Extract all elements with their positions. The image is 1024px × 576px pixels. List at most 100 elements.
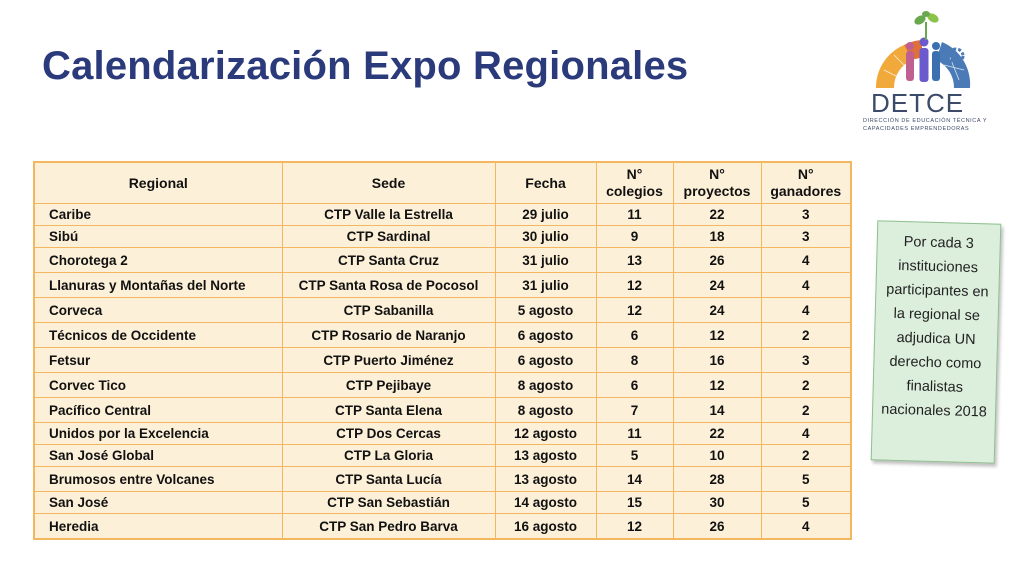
- header-ganadores: N° ganadores: [760, 161, 852, 204]
- cell-fecha: 29 julio: [494, 203, 597, 226]
- cell-regional: Unidos por la Excelencia: [33, 422, 283, 445]
- cell-fecha: 31 julio: [494, 272, 597, 298]
- cell-colegios: 5: [595, 444, 674, 467]
- cell-ganadores: 3: [760, 347, 852, 373]
- cell-regional: Fetsur: [33, 347, 283, 373]
- cell-proyectos: 28: [672, 466, 762, 492]
- cell-ganadores: 3: [760, 203, 852, 226]
- cell-sede: CTP Santa Lucía: [281, 466, 496, 492]
- table-header-row: Regional Sede Fecha N° colegios N° proye…: [33, 161, 852, 204]
- cell-proyectos: 12: [672, 322, 762, 348]
- cell-fecha: 14 agosto: [494, 491, 597, 514]
- cell-colegios: 6: [595, 372, 674, 398]
- header-colegios: N° colegios: [595, 161, 674, 204]
- cell-regional: Corvec Tico: [33, 372, 283, 398]
- cell-proyectos: 22: [672, 203, 762, 226]
- cell-regional: Heredia: [33, 513, 283, 540]
- cell-ganadores: 2: [760, 322, 852, 348]
- cell-colegios: 9: [595, 225, 674, 248]
- cell-sede: CTP Dos Cercas: [281, 422, 496, 445]
- cell-proyectos: 14: [672, 397, 762, 423]
- cell-fecha: 6 agosto: [494, 347, 597, 373]
- cell-fecha: 13 agosto: [494, 466, 597, 492]
- cell-colegios: 13: [595, 247, 674, 273]
- cell-regional: Pacífico Central: [33, 397, 283, 423]
- cell-colegios: 14: [595, 466, 674, 492]
- cell-colegios: 11: [595, 203, 674, 226]
- cell-sede: CTP Sabanilla: [281, 297, 496, 323]
- cell-proyectos: 26: [672, 513, 762, 540]
- table-row: Brumosos entre Volcanes CTP Santa Lucía …: [33, 466, 852, 492]
- table-row: Fetsur CTP Puerto Jiménez 6 agosto 8 16 …: [33, 347, 852, 373]
- table-row: San José Global CTP La Gloria 13 agosto …: [33, 444, 852, 467]
- cell-sede: CTP Pejibaye: [281, 372, 496, 398]
- table-row: Técnicos de Occidente CTP Rosario de Nar…: [33, 322, 852, 348]
- cell-fecha: 30 julio: [494, 225, 597, 248]
- cell-regional: Sibú: [33, 225, 283, 248]
- cell-ganadores: 2: [760, 372, 852, 398]
- cell-regional: Llanuras y Montañas del Norte: [33, 272, 283, 298]
- page-title: Calendarización Expo Regionales: [42, 44, 689, 88]
- cell-regional: Caribe: [33, 203, 283, 226]
- cell-sede: CTP Santa Elena: [281, 397, 496, 423]
- cell-fecha: 12 agosto: [494, 422, 597, 445]
- cell-regional: Chorotega 2: [33, 247, 283, 273]
- cell-proyectos: 10: [672, 444, 762, 467]
- cell-proyectos: 22: [672, 422, 762, 445]
- cell-sede: CTP La Gloria: [281, 444, 496, 467]
- cell-ganadores: 3: [760, 225, 852, 248]
- cell-ganadores: 2: [760, 444, 852, 467]
- cell-proyectos: 26: [672, 247, 762, 273]
- cell-colegios: 11: [595, 422, 674, 445]
- table-row: Sibú CTP Sardinal 30 julio 9 18 3: [33, 225, 852, 248]
- cell-colegios: 15: [595, 491, 674, 514]
- cell-sede: CTP Valle la Estrella: [281, 203, 496, 226]
- cell-proyectos: 18: [672, 225, 762, 248]
- cell-ganadores: 2: [760, 397, 852, 423]
- cell-colegios: 6: [595, 322, 674, 348]
- cell-ganadores: 4: [760, 513, 852, 540]
- cell-fecha: 13 agosto: [494, 444, 597, 467]
- cell-sede: CTP Santa Cruz: [281, 247, 496, 273]
- cell-ganadores: 5: [760, 491, 852, 514]
- cell-fecha: 31 julio: [494, 247, 597, 273]
- cell-sede: CTP Puerto Jiménez: [281, 347, 496, 373]
- table-row: Llanuras y Montañas del Norte CTP Santa …: [33, 272, 852, 298]
- cell-colegios: 7: [595, 397, 674, 423]
- cell-sede: CTP Sardinal: [281, 225, 496, 248]
- cell-fecha: 6 agosto: [494, 322, 597, 348]
- cell-ganadores: 5: [760, 466, 852, 492]
- cell-fecha: 5 agosto: [494, 297, 597, 323]
- cell-colegios: 12: [595, 297, 674, 323]
- cell-sede: CTP Rosario de Naranjo: [281, 322, 496, 348]
- logo-wordmark: DETCE: [871, 88, 965, 118]
- cell-regional: San José Global: [33, 444, 283, 467]
- cell-proyectos: 16: [672, 347, 762, 373]
- cell-fecha: 16 agosto: [494, 513, 597, 540]
- header-proyectos: N° proyectos: [672, 161, 762, 204]
- table-row: Pacífico Central CTP Santa Elena 8 agost…: [33, 397, 852, 423]
- cell-colegios: 12: [595, 272, 674, 298]
- cell-regional: Corveca: [33, 297, 283, 323]
- cell-regional: Técnicos de Occidente: [33, 322, 283, 348]
- table-row: Caribe CTP Valle la Estrella 29 julio 11…: [33, 203, 852, 226]
- cell-proyectos: 30: [672, 491, 762, 514]
- header-fecha: Fecha: [494, 161, 597, 204]
- table-row: Corvec Tico CTP Pejibaye 8 agosto 6 12 2: [33, 372, 852, 398]
- detce-logo: [875, 11, 971, 88]
- cell-colegios: 8: [595, 347, 674, 373]
- table-row: San José CTP San Sebastián 14 agosto 15 …: [33, 491, 852, 514]
- header-regional: Regional: [33, 161, 283, 204]
- cell-fecha: 8 agosto: [494, 372, 597, 398]
- cell-proyectos: 12: [672, 372, 762, 398]
- cell-regional: San José: [33, 491, 283, 514]
- header-sede: Sede: [281, 161, 496, 204]
- calendar-table: Regional Sede Fecha N° colegios N° proye…: [33, 161, 852, 540]
- cell-ganadores: 4: [760, 272, 852, 298]
- cell-proyectos: 24: [672, 272, 762, 298]
- cell-sede: CTP Santa Rosa de Pocosol: [281, 272, 496, 298]
- cell-regional: Brumosos entre Volcanes: [33, 466, 283, 492]
- cell-colegios: 12: [595, 513, 674, 540]
- cell-ganadores: 4: [760, 297, 852, 323]
- sticky-note: Por cada 3 instituciones participantes e…: [870, 220, 1002, 464]
